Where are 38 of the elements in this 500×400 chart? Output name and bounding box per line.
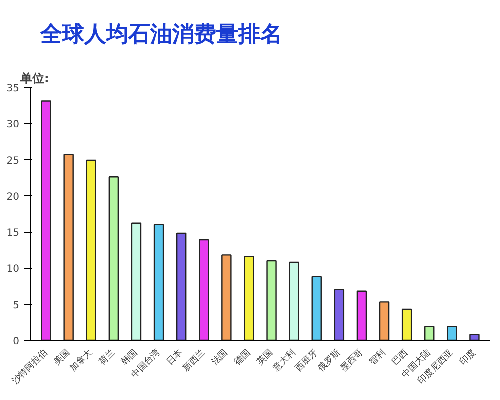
chart-title: 全球人均石油消费量排名 <box>40 22 282 48</box>
bar <box>154 224 164 340</box>
bar <box>176 232 187 340</box>
bar <box>108 176 120 340</box>
bar <box>266 260 277 340</box>
x-tick-label: 荷兰 <box>96 347 118 368</box>
y-tick-label: 0 <box>13 336 20 348</box>
bar <box>199 239 210 340</box>
x-tick-label: 沙特阿拉伯 <box>10 347 50 387</box>
bar <box>334 289 345 340</box>
bar <box>131 222 142 340</box>
x-tick-label: 印度 <box>458 347 478 368</box>
bar <box>289 262 300 340</box>
y-tick-label: 5 <box>13 300 20 312</box>
bar <box>470 334 480 340</box>
bar <box>312 276 322 340</box>
text: 单位: <box>20 72 50 86</box>
y-tick-label: 30 <box>6 120 20 131</box>
bar <box>64 154 74 340</box>
y-tick-label: 15 <box>6 228 20 240</box>
x-tick-label: 智利 <box>368 347 388 368</box>
x-tick-label: 德国 <box>232 347 253 368</box>
y-tick-label: 35 <box>6 84 20 94</box>
y-tick-label: 25 <box>6 156 20 167</box>
bar <box>41 100 52 340</box>
bar <box>222 254 232 340</box>
bar <box>379 302 390 340</box>
bar <box>86 160 96 340</box>
bar <box>424 326 435 340</box>
bar <box>356 290 368 340</box>
y-tick-label: 10 <box>6 264 20 276</box>
x-tick-label: 新西兰 <box>180 347 208 374</box>
bar <box>244 256 254 340</box>
y-tick-label: 20 <box>6 192 20 203</box>
x-tick-label: 墨西哥 <box>338 347 366 374</box>
bar <box>447 326 458 340</box>
x-tick-label: 法国 <box>210 347 230 368</box>
bar <box>402 308 412 340</box>
